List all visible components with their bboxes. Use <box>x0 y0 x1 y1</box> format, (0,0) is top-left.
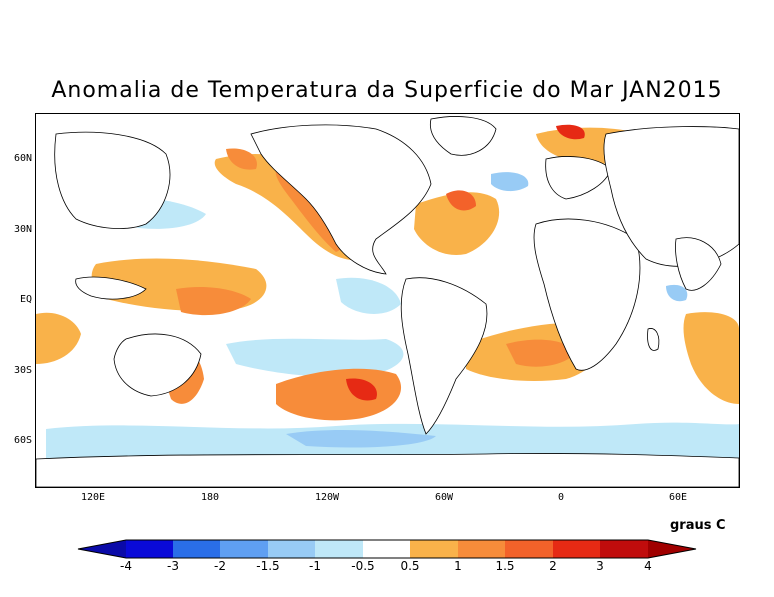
warm-anomaly-layer <box>36 124 739 421</box>
cold-patch-south-pacific <box>226 338 404 378</box>
sst-anomaly-map <box>35 113 740 488</box>
lat-label-60s: 60S <box>13 435 32 446</box>
colorbar-label-1: 1 <box>454 559 462 573</box>
map-canvas <box>36 116 739 487</box>
map-title: Anomalia de Temperatura da Superficie do… <box>51 78 723 103</box>
colorbar-swatch-4-3 <box>126 540 173 558</box>
colorbar-swatch-3-2 <box>173 540 220 558</box>
colorbar-swatch-1.5-1 <box>268 540 315 558</box>
colorbar-label-neg1-5: -1.5 <box>256 559 280 573</box>
colorbar-label-0-5: 0.5 <box>400 559 420 573</box>
warm-patch-north-atlantic <box>414 192 500 255</box>
colorbar-swatch-1-1.5 <box>458 540 505 558</box>
land-india <box>675 237 722 291</box>
land-greenland <box>429 116 497 156</box>
lat-label-60n: 60N <box>13 153 32 164</box>
colorbar-label-2: 2 <box>549 559 557 573</box>
colorbar-swatch-2-1.5 <box>220 540 268 558</box>
colorbar-outline <box>77 539 697 559</box>
colorbar-swatch-lt-4 <box>78 540 126 558</box>
land-africa <box>533 218 641 371</box>
colorbar-label-1-5: 1.5 <box>495 559 515 573</box>
units-label: graus C <box>670 518 726 533</box>
colorbar-label-neg3: -3 <box>167 559 179 573</box>
colorbar-swatch-2-3 <box>553 540 600 558</box>
land-asia <box>603 126 739 267</box>
colorbar-swatch-neutral <box>363 540 410 558</box>
warm-patch-southeast-pacific <box>276 368 402 421</box>
lon-label-120w: 120W <box>314 492 340 503</box>
colorbar-swatch-3-4 <box>600 540 648 558</box>
warm-patch-indian-ocean-west <box>36 312 81 364</box>
land-antarctica <box>36 453 739 487</box>
land-indonesia <box>75 276 147 300</box>
warm-spot-north-europe <box>556 124 585 140</box>
land-europe <box>545 156 612 200</box>
colorbar-label-3: 3 <box>596 559 604 573</box>
land-layer <box>36 116 739 487</box>
lat-label-eq: EQ <box>19 294 32 305</box>
warm-patch-north-atlantic-core <box>446 190 476 211</box>
lon-label-120e: 120E <box>80 492 106 503</box>
warm-patch-gulf-of-alaska <box>226 148 257 170</box>
warm-patch-northeast-pacific-core <box>275 168 342 252</box>
warm-spot-southeast-pacific <box>346 378 377 401</box>
lon-label-60w: 60W <box>434 492 454 503</box>
warm-patch-south-atlantic-core <box>506 339 576 367</box>
cold-patch-east-pacific <box>336 277 401 314</box>
cold-patch-indian <box>666 284 688 302</box>
warm-patch-equatorial-pacific <box>176 287 251 316</box>
land-south-america <box>400 277 488 435</box>
colorbar-label-neg2: -2 <box>214 559 226 573</box>
lon-label-180: 180 <box>200 492 220 503</box>
lon-label-0: 0 <box>557 492 565 503</box>
land-madagascar <box>647 328 660 351</box>
colorbar-swatch-1.5-2 <box>505 540 553 558</box>
lon-label-60e: 60E <box>668 492 688 503</box>
colorbar-label-neg4: -4 <box>120 559 132 573</box>
land-australia <box>113 333 202 397</box>
colorbar-label-4: 4 <box>644 559 652 573</box>
cold-patch-south-pacific-deep <box>286 430 436 448</box>
lat-label-30s: 30S <box>13 365 32 376</box>
warm-patch-indian-ocean-east <box>683 312 739 404</box>
colorbar-label-neg1: -1 <box>309 559 321 573</box>
cold-patch-north-atlantic <box>491 172 529 192</box>
colorbar-swatch-gt-4 <box>648 540 696 558</box>
colorbar-swatch-1-0.5 <box>315 540 363 558</box>
colorbar-swatch-0.5-1 <box>410 540 458 558</box>
land-asia-east <box>54 131 171 229</box>
land-north-america <box>250 124 432 275</box>
lat-label-30n: 30N <box>13 224 32 235</box>
colorbar-label-neg0-5: -0.5 <box>351 559 375 573</box>
